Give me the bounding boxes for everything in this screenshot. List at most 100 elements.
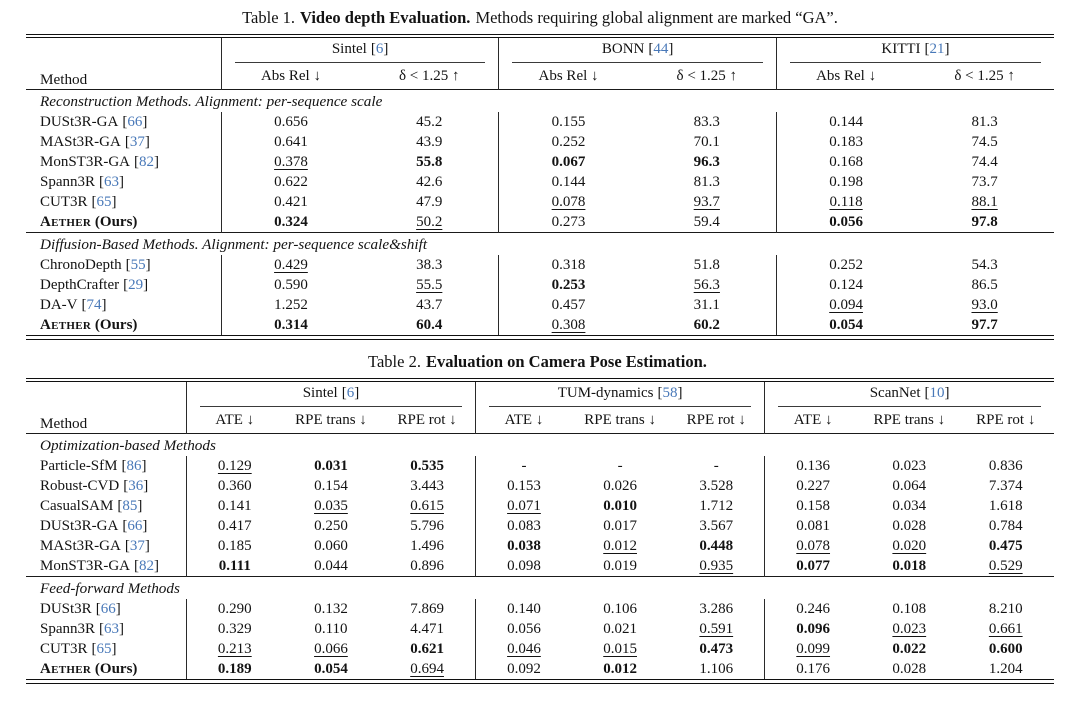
value: 0.694	[410, 660, 444, 677]
value-cell: 7.869	[379, 599, 475, 619]
table-row: Particle-SfM [86] 0.129 0.031 0.535 - - - 0.136 0…	[26, 456, 1054, 477]
table2-section-1: Feed-forward Methods DUSt3R [66] 0.290 0.132…	[26, 576, 1054, 680]
citation-open-bracket: [	[117, 497, 123, 514]
value: 0.475	[988, 537, 1023, 554]
citation-close-bracket: ]	[143, 276, 149, 293]
citation-ref: 82	[139, 557, 155, 574]
table-row: Spann3R [63] 0.329 0.110 4.471 0.056 0.021 0.59…	[26, 619, 1054, 640]
value-cell: 74.5	[915, 132, 1054, 152]
value-cell: 0.324	[220, 212, 361, 233]
value: 97.8	[971, 213, 998, 230]
table-row: CUT3R [65] 0.213 0.066 0.621 0.046 0.015 0.473 0…	[26, 639, 1054, 660]
caption-title: Evaluation on Camera Pose Estimation.	[425, 351, 707, 371]
value: 0.096	[796, 620, 831, 637]
citation-open-bracket: [	[370, 41, 376, 58]
value-cell: 0.417	[185, 516, 283, 537]
value-cell: 81.3	[638, 172, 777, 192]
value: 0.246	[796, 600, 831, 617]
citation-close-bracket: ]	[137, 497, 143, 514]
dataset-name: BONN	[601, 41, 645, 58]
method-suffix: (Ours)	[91, 660, 138, 677]
method-cell: DUSt3R-GA [66]	[26, 112, 221, 132]
value: 0.154	[314, 477, 348, 494]
value-cell: 0.314	[220, 315, 361, 336]
citation-open-bracket: [	[91, 193, 97, 210]
value-cell: 0.529	[957, 556, 1054, 577]
value: 0.020	[892, 537, 927, 554]
value-cell: 0.290	[185, 599, 283, 620]
group-underline: Sintel [6]	[187, 383, 475, 408]
value-cell: 0.081	[764, 516, 862, 537]
value-cell: 0.110	[283, 619, 379, 639]
value-cell: 5.796	[379, 516, 475, 536]
value-cell: 0.078	[764, 536, 862, 557]
value-cell: 43.9	[360, 132, 499, 152]
table1: Method Sintel [6] BONN [44] KITTI [21] Abs Rel …	[26, 38, 1054, 336]
method-name: MonST3R-GA	[40, 557, 131, 574]
citation-close-bracket: ]	[944, 41, 950, 58]
value-cell: 0.421	[220, 192, 361, 213]
value: 3.528	[699, 477, 734, 494]
method-name: CasualSAM	[40, 497, 114, 514]
value-cell: 1.618	[957, 496, 1054, 516]
value: 0.155	[551, 113, 586, 130]
citation-ref: 37	[129, 537, 145, 554]
value-cell: 1.252	[220, 295, 361, 316]
citation-open-bracket: [	[124, 133, 130, 150]
value: 0.324	[274, 213, 308, 230]
value-cell: 0.158	[764, 496, 862, 517]
value: 0.227	[796, 477, 831, 494]
value-cell: 0.044	[283, 556, 379, 577]
value: 0.098	[507, 557, 541, 574]
citation-close-bracket: ]	[383, 41, 389, 58]
group-name: ScanNet [10]	[778, 384, 1041, 408]
citation-open-bracket: [	[125, 256, 131, 273]
value-cell: 0.021	[572, 619, 668, 639]
table-gap	[26, 340, 1054, 349]
value-cell: 0.098	[475, 556, 572, 577]
value-cell: 0.108	[861, 599, 957, 619]
value: 0.144	[829, 113, 863, 130]
method-name: DepthCrafter	[40, 276, 120, 293]
value: 0.012	[603, 537, 637, 554]
method-column-header: Method	[40, 415, 88, 433]
citation-ref: 85	[122, 497, 138, 514]
value: 0.314	[274, 316, 308, 333]
method-name: DUSt3R-GA	[40, 517, 119, 534]
value-cell: 0.590	[220, 275, 361, 296]
method-name: CUT3R	[40, 193, 88, 210]
value: 0.110	[314, 620, 348, 637]
metric-column-header: RPE rot ↓	[686, 411, 746, 428]
value-cell: 88.1	[915, 192, 1054, 212]
value: 0.661	[988, 620, 1023, 637]
citation-ref: 66	[127, 517, 143, 534]
value-cell: 0.189	[185, 659, 283, 680]
metric-column-header: Abs Rel ↓	[498, 63, 638, 90]
value: 43.9	[416, 133, 443, 150]
value: 74.5	[971, 133, 998, 150]
value-cell: 0.600	[957, 639, 1054, 659]
method-cell: DA-V [74]	[26, 295, 221, 315]
value-cell: 0.092	[475, 659, 572, 680]
value-cell: 55.5	[360, 275, 499, 295]
value: 0.060	[314, 537, 348, 554]
value: 0.185	[217, 537, 252, 554]
value: 96.3	[693, 153, 720, 170]
value: 0.158	[796, 497, 831, 514]
value: 1.252	[274, 296, 308, 313]
citation-ref: 65	[96, 193, 112, 210]
method-name: Aether	[40, 213, 92, 230]
citation-open-bracket: [	[123, 477, 129, 494]
value: 0.044	[314, 557, 348, 574]
value: 0.153	[507, 477, 541, 494]
value: 0.071	[507, 497, 541, 514]
value: 0.273	[551, 213, 586, 230]
value-cell: 0.168	[775, 152, 916, 173]
section-label-row: Optimization-based Methods	[26, 434, 1054, 457]
value: 0.600	[988, 640, 1023, 657]
citation-open-bracket: [	[99, 173, 105, 190]
caption-number: Table 2.	[368, 351, 421, 371]
value-cell: 97.8	[915, 212, 1054, 233]
metric-column-header: δ < 1.25 ↑	[398, 67, 460, 84]
citation-ref: 55	[130, 256, 146, 273]
